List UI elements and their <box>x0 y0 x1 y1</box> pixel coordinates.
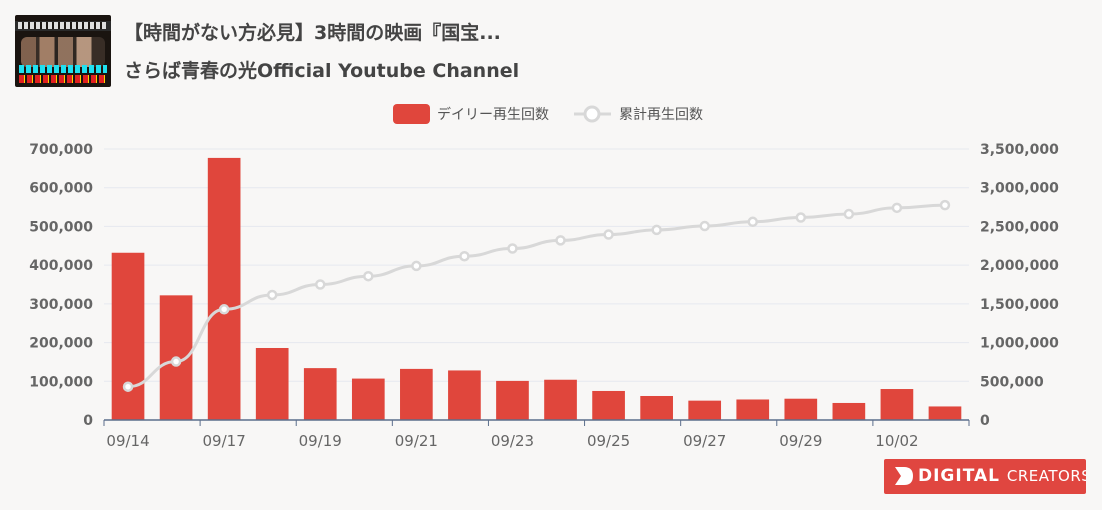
x-tick-label: 10/02 <box>875 432 918 450</box>
y-right-tick-label: 0 <box>980 413 990 429</box>
axes: 0 100,000 200,000 300,000 400,000 500,000 600,… <box>29 142 1059 450</box>
legend-label-daily[interactable]: デイリー再生回数 <box>437 106 549 123</box>
daily-views-bar[interactable] <box>592 390 625 420</box>
daily-views-bar[interactable] <box>880 389 914 420</box>
channel-name[interactable]: さらば青春の光Official Youtube Channel <box>124 60 520 82</box>
y-right-tick-label: 3,000,000 <box>980 181 1059 197</box>
line-series <box>122 199 951 392</box>
cumulative-views-line <box>127 203 945 389</box>
cumulative-views-point[interactable] <box>699 220 710 232</box>
daily-views-bar[interactable] <box>303 368 337 420</box>
y-left-tick-label: 0 <box>83 413 93 429</box>
legend-swatch-cumulative-marker[interactable] <box>583 105 601 123</box>
cumulative-views-point[interactable] <box>891 202 903 214</box>
cumulative-views-point[interactable] <box>651 224 662 236</box>
y-right-tick-label: 2,500,000 <box>980 219 1059 235</box>
x-tick-label: 09/17 <box>203 432 246 450</box>
logo-text-bold: DIGITAL <box>918 466 1000 486</box>
cumulative-views-point[interactable] <box>218 304 230 315</box>
y-right-tick-label: 500,000 <box>980 374 1044 390</box>
thumbnail-caption-cyan <box>19 65 107 73</box>
video-title[interactable]: 【時間がない方必見】3時間の映画『国宝... <box>124 22 501 44</box>
daily-views-bar[interactable] <box>688 400 722 420</box>
cumulative-views-point[interactable] <box>315 279 326 290</box>
daily-views-bar[interactable] <box>351 378 385 420</box>
y-left-tick-label: 300,000 <box>29 297 93 313</box>
y-right-tick-label: 3,500,000 <box>980 142 1059 158</box>
daily-views-bar[interactable] <box>496 380 529 420</box>
cumulative-views-point[interactable] <box>363 270 374 282</box>
y-left-tick-label: 500,000 <box>29 219 93 235</box>
daily-views-bar[interactable] <box>448 370 481 420</box>
x-tick-label: 09/14 <box>106 432 149 450</box>
cumulative-views-point[interactable] <box>939 199 951 211</box>
y-right-tick-label: 1,500,000 <box>980 297 1059 313</box>
daily-views-bar[interactable] <box>544 379 577 420</box>
cumulative-views-point[interactable] <box>266 289 278 301</box>
daily-views-bar[interactable] <box>784 398 818 420</box>
logo-text-light: CREATORS <box>1006 467 1086 485</box>
daily-views-bar[interactable] <box>928 406 962 420</box>
x-tick-label: 09/29 <box>779 432 822 450</box>
digital-creators-logo[interactable]: DIGITAL CREATORS <box>884 459 1086 494</box>
thumbnail-people <box>21 37 105 67</box>
cumulative-views-point[interactable] <box>747 216 758 228</box>
cumulative-views-point[interactable] <box>843 208 855 220</box>
cumulative-views-point[interactable] <box>170 356 182 367</box>
y-left-tick-label: 700,000 <box>29 142 93 158</box>
x-tick-label: 09/23 <box>491 432 534 450</box>
logo-mark-icon <box>895 467 913 485</box>
thumbnail-caption-top <box>15 21 111 31</box>
x-tick-label: 09/21 <box>395 432 438 450</box>
daily-views-bar[interactable] <box>111 252 145 420</box>
bar-series <box>111 157 962 420</box>
cumulative-views-point[interactable] <box>411 260 422 272</box>
legend-swatch-daily[interactable] <box>393 104 430 124</box>
daily-views-bar[interactable] <box>736 399 770 420</box>
daily-views-bar[interactable] <box>255 347 289 420</box>
cumulative-views-point[interactable] <box>795 212 807 223</box>
cumulative-views-point[interactable] <box>122 381 134 392</box>
y-left-tick-label: 100,000 <box>29 374 93 390</box>
video-thumbnail[interactable] <box>15 15 111 87</box>
logo-text: DIGITAL CREATORS <box>918 466 1086 486</box>
cumulative-views-point[interactable] <box>603 229 614 240</box>
cumulative-views-point[interactable] <box>507 243 518 254</box>
daily-views-bar[interactable] <box>207 157 241 420</box>
legend: デイリー再生回数 累計再生回数 <box>393 104 703 124</box>
thumbnail-caption-red <box>19 75 107 83</box>
cumulative-views-point[interactable] <box>555 235 566 246</box>
y-right-tick-label: 2,000,000 <box>980 258 1059 274</box>
daily-views-bar[interactable] <box>640 395 673 420</box>
y-left-tick-label: 200,000 <box>29 336 93 352</box>
y-left-tick-label: 600,000 <box>29 181 93 197</box>
cumulative-views-point[interactable] <box>459 250 470 262</box>
x-tick-label: 09/25 <box>587 432 630 450</box>
y-left-tick-label: 400,000 <box>29 258 93 274</box>
daily-views-bar[interactable] <box>400 368 433 420</box>
y-right-tick-label: 1,000,000 <box>980 336 1059 352</box>
legend-label-cumulative[interactable]: 累計再生回数 <box>619 107 703 123</box>
x-tick-label: 09/19 <box>299 432 342 450</box>
x-tick-label: 09/27 <box>683 432 726 450</box>
daily-views-bar[interactable] <box>832 402 866 420</box>
